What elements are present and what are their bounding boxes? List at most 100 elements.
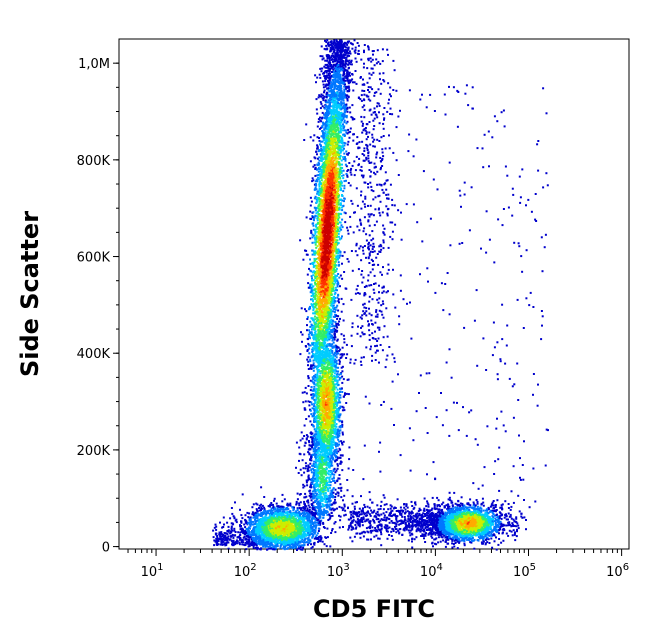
data-point — [340, 46, 342, 49]
data-point — [336, 225, 339, 228]
data-point — [348, 162, 351, 164]
data-point — [327, 158, 330, 161]
data-point — [333, 75, 336, 77]
data-point — [310, 333, 313, 336]
data-point — [332, 149, 335, 152]
data-point — [334, 64, 337, 67]
data-point — [330, 71, 333, 73]
data-point — [312, 234, 315, 237]
data-point — [324, 259, 327, 262]
data-point — [343, 56, 346, 59]
data-point — [336, 73, 339, 76]
data-point — [334, 46, 337, 49]
data-point — [331, 194, 334, 197]
data-point — [330, 119, 333, 122]
data-point — [339, 50, 342, 53]
data-point — [327, 87, 330, 90]
data-point — [328, 322, 331, 325]
data-point — [337, 48, 340, 51]
data-point — [314, 331, 316, 334]
data-point — [334, 260, 337, 263]
data-point — [310, 289, 313, 292]
data-point — [343, 129, 346, 132]
data-point — [332, 144, 335, 147]
data-point — [332, 243, 335, 246]
data-point — [327, 282, 330, 285]
data-point — [338, 140, 341, 143]
data-point — [320, 275, 323, 278]
data-point — [328, 297, 330, 300]
data-point — [336, 68, 339, 71]
data-point — [313, 156, 316, 159]
data-point — [315, 246, 318, 249]
data-point — [318, 95, 321, 98]
data-point — [331, 279, 334, 282]
data-point — [325, 105, 328, 107]
data-point — [344, 156, 346, 159]
data-point — [306, 316, 309, 319]
data-point — [335, 124, 338, 127]
data-point — [344, 159, 347, 162]
data-point — [323, 95, 326, 98]
data-point — [339, 221, 342, 224]
data-point — [326, 323, 329, 326]
data-point — [322, 83, 325, 86]
data-point — [327, 72, 330, 75]
data-point — [319, 76, 322, 79]
data-point — [325, 174, 328, 177]
data-point — [317, 96, 320, 99]
data-point — [328, 123, 331, 126]
data-point — [326, 249, 329, 252]
data-point — [333, 50, 336, 53]
data-point — [341, 114, 344, 117]
data-point — [357, 44, 360, 47]
data-point — [334, 166, 337, 169]
data-point — [330, 311, 333, 314]
data-point — [323, 193, 325, 195]
data-point — [337, 213, 340, 215]
data-point — [336, 60, 339, 63]
data-point — [315, 301, 318, 304]
data-point — [333, 289, 336, 292]
data-point — [334, 71, 337, 74]
data-point — [337, 101, 340, 104]
data-point — [323, 47, 326, 50]
data-point — [327, 318, 330, 321]
data-point — [340, 80, 343, 83]
data-point — [323, 226, 326, 229]
data-point — [335, 201, 338, 204]
data-point — [322, 146, 325, 148]
data-point — [343, 54, 346, 56]
data-point — [350, 79, 353, 82]
data-point — [337, 138, 340, 140]
data-point — [333, 103, 336, 106]
data-point — [328, 105, 330, 108]
data-point — [340, 82, 343, 85]
data-point — [322, 215, 325, 218]
data-point — [339, 166, 342, 169]
data-point — [323, 254, 326, 256]
data-point — [319, 293, 322, 296]
data-point — [341, 149, 344, 152]
data-point — [340, 101, 343, 104]
data-point — [336, 221, 339, 224]
data-point — [335, 230, 338, 233]
data-point — [343, 184, 346, 187]
data-point — [311, 222, 314, 225]
data-point — [337, 76, 340, 79]
data-point — [339, 285, 341, 288]
data-point — [316, 227, 319, 230]
data-point — [339, 157, 342, 160]
data-point — [340, 206, 343, 209]
data-point — [320, 302, 323, 305]
data-point — [313, 321, 316, 324]
data-point — [337, 323, 340, 326]
data-point — [332, 54, 335, 57]
data-point — [326, 273, 328, 276]
data-point — [319, 153, 322, 156]
data-point — [314, 323, 317, 326]
data-point — [339, 176, 341, 179]
data-point — [339, 123, 342, 126]
data-point — [321, 80, 324, 83]
data-point — [343, 49, 345, 52]
